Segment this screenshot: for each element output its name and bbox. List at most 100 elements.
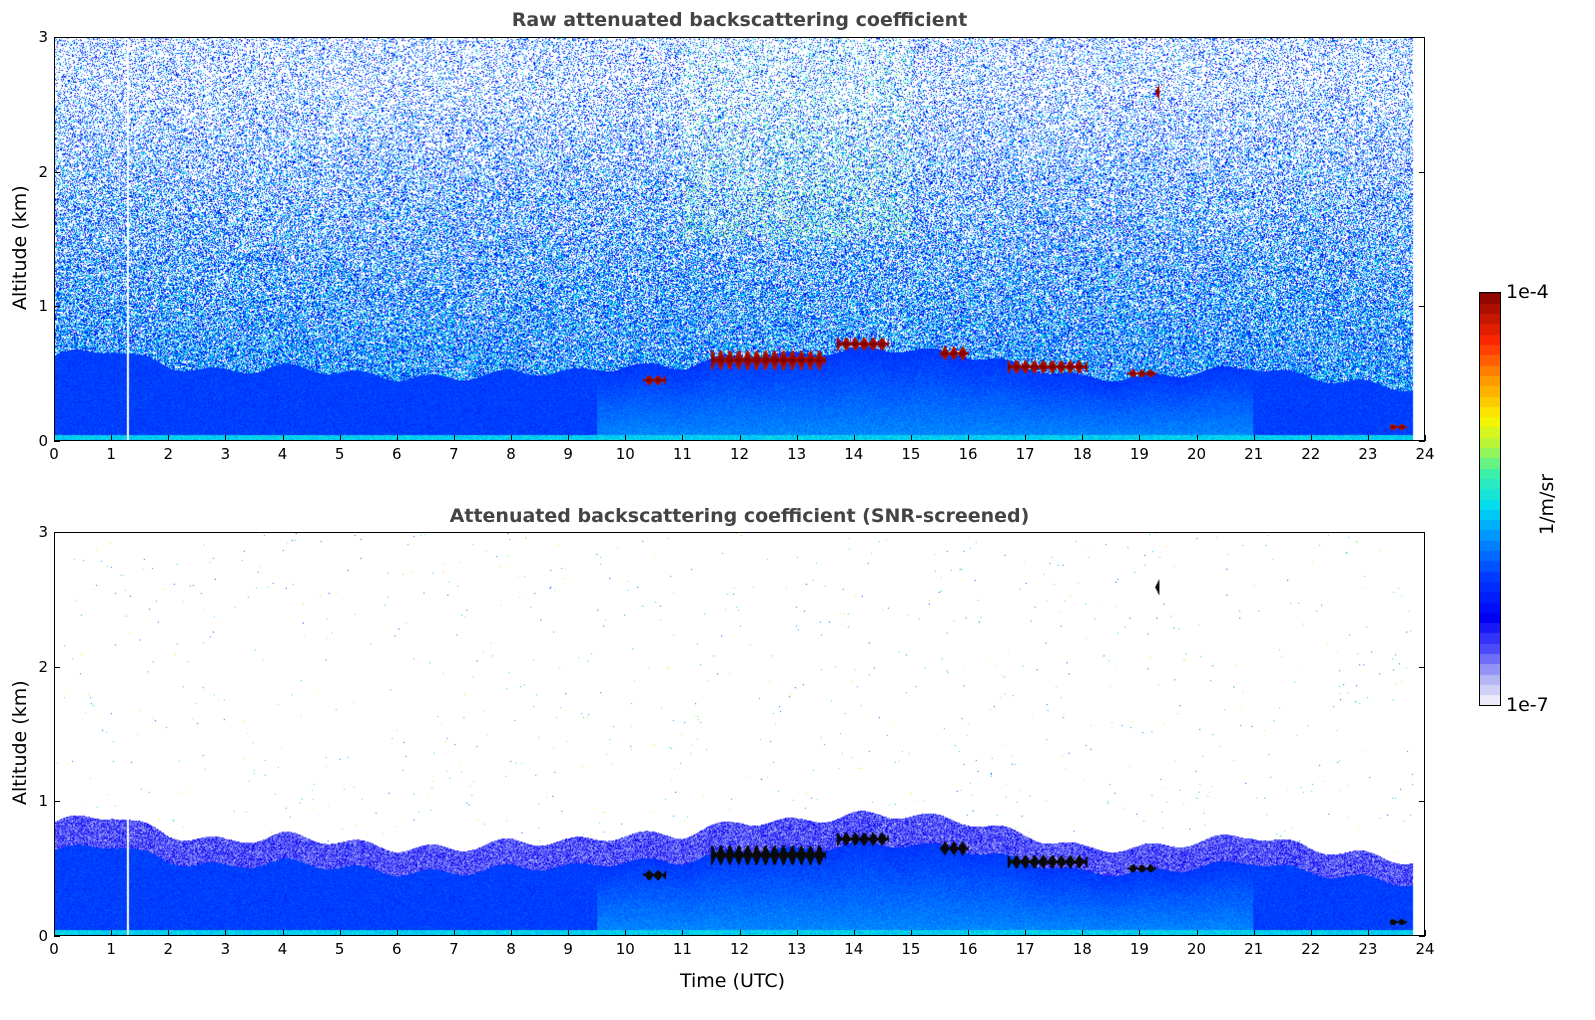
heatmap-canvas-screened	[55, 533, 1424, 935]
x-tick-label: 3	[220, 940, 231, 958]
y-tick	[54, 666, 60, 668]
x-tick	[568, 435, 570, 441]
x-tick-label: 3	[220, 445, 231, 463]
y-tick-label: 1	[38, 297, 48, 316]
x-tick-label: 6	[391, 940, 402, 958]
x-tick	[682, 435, 684, 441]
x-tick-label: 22	[1301, 445, 1321, 463]
x-tick-label: 0	[49, 445, 59, 463]
y-tick	[1419, 171, 1425, 173]
colorbar-unit-label: 1/m/sr	[1536, 473, 1558, 535]
x-tick-label: 11	[672, 940, 692, 958]
bottom-y-axis-label: Altitude (km)	[9, 680, 31, 805]
x-tick	[853, 435, 855, 441]
y-tick	[1419, 306, 1425, 308]
x-tick	[453, 435, 455, 441]
x-tick	[511, 435, 512, 441]
y-tick	[1419, 801, 1425, 803]
x-tick	[1082, 435, 1084, 441]
x-tick-label: 14	[844, 445, 864, 463]
x-tick-label: 14	[844, 940, 864, 958]
x-tick	[1196, 930, 1198, 936]
x-tick-label: 24	[1415, 445, 1435, 463]
y-tick-label: 0	[38, 927, 48, 945]
x-tick	[682, 930, 684, 936]
x-tick	[1253, 435, 1255, 441]
x-tick-label: 8	[506, 445, 516, 463]
x-tick-label: 12	[729, 445, 750, 463]
x-tick	[282, 930, 284, 936]
x-tick	[1310, 930, 1312, 936]
x-tick	[54, 930, 55, 936]
bottom-chart-title: Attenuated backscattering coefficient (S…	[449, 505, 1030, 527]
x-tick-label: 0	[49, 940, 59, 958]
y-tick	[54, 37, 60, 38]
x-tick-label: 13	[787, 445, 807, 463]
x-tick	[453, 930, 455, 936]
x-tick	[225, 435, 227, 441]
y-tick	[54, 801, 60, 803]
y-tick-label: 0	[38, 432, 48, 450]
x-tick	[1310, 435, 1312, 441]
y-tick	[1419, 441, 1425, 442]
x-tick	[910, 930, 912, 936]
top-y-axis-label: Altitude (km)	[9, 185, 31, 310]
y-tick-label: 2	[38, 657, 48, 676]
x-tick	[54, 435, 55, 441]
x-tick	[1139, 930, 1141, 936]
x-tick-label: 4	[277, 940, 288, 958]
x-tick-label: 7	[449, 445, 459, 463]
y-tick	[54, 306, 60, 308]
x-tick	[339, 435, 341, 441]
x-tick-label: 19	[1129, 940, 1149, 958]
x-tick	[168, 435, 170, 441]
x-tick-label: 10	[615, 940, 635, 958]
x-tick-label: 5	[334, 445, 345, 463]
x-tick	[625, 930, 627, 936]
x-tick	[511, 930, 512, 936]
x-tick-label: 13	[787, 940, 807, 958]
y-tick	[54, 936, 60, 937]
x-tick	[111, 435, 113, 441]
x-tick-label: 17	[1015, 445, 1035, 463]
x-tick-label: 8	[506, 940, 516, 958]
x-tick-label: 10	[615, 445, 635, 463]
x-tick	[111, 930, 113, 936]
x-tick	[168, 930, 170, 936]
x-tick-label: 5	[334, 940, 345, 958]
x-tick-label: 11	[672, 445, 692, 463]
x-tick-label: 20	[1186, 445, 1207, 463]
x-tick	[739, 435, 741, 441]
x-tick-label: 19	[1129, 445, 1149, 463]
y-tick	[1419, 532, 1425, 533]
y-tick	[54, 532, 60, 533]
x-tick	[968, 435, 969, 441]
x-tick	[568, 930, 570, 936]
x-tick	[1139, 435, 1141, 441]
y-tick-label: 2	[38, 162, 48, 181]
x-tick	[739, 930, 741, 936]
x-tick	[853, 930, 855, 936]
x-tick-label: 7	[449, 940, 459, 958]
y-tick-label: 1	[38, 792, 48, 811]
x-tick-label: 18	[1072, 445, 1092, 463]
heatmap-canvas-raw	[55, 38, 1424, 440]
x-tick-label: 9	[563, 445, 573, 463]
x-tick-label: 2	[163, 445, 174, 463]
x-tick	[625, 435, 627, 441]
x-tick-label: 22	[1301, 940, 1321, 958]
x-tick	[1082, 930, 1084, 936]
colorbar-max-label: 1e-4	[1506, 281, 1549, 303]
x-tick	[1367, 435, 1369, 441]
x-tick	[339, 930, 341, 936]
x-tick	[1025, 435, 1027, 441]
x-tick-label: 6	[391, 445, 402, 463]
x-tick-label: 20	[1186, 940, 1207, 958]
x-tick-label: 23	[1358, 940, 1378, 958]
x-tick	[910, 435, 912, 441]
x-tick-label: 23	[1358, 445, 1378, 463]
x-tick-label: 16	[958, 940, 978, 958]
y-tick-label: 3	[38, 28, 48, 46]
y-tick	[54, 171, 60, 173]
x-tick-label: 16	[958, 445, 978, 463]
